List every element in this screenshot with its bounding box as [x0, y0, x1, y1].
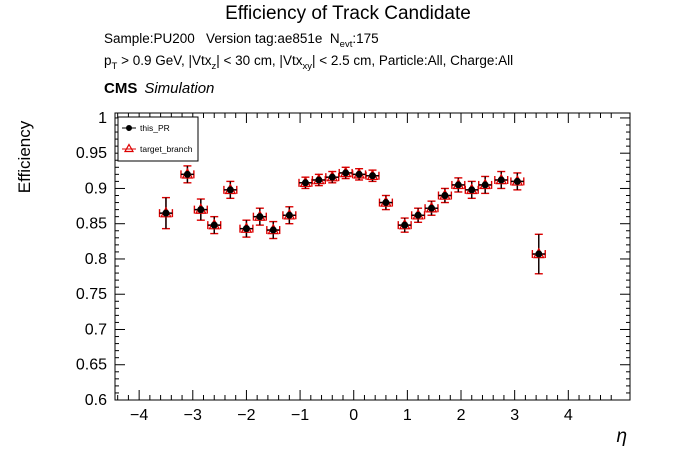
svg-text:0.6: 0.6 — [85, 392, 107, 409]
cms-simulation-label: Simulation — [144, 80, 215, 97]
svg-text:−2: −2 — [237, 407, 255, 424]
svg-text:−4: −4 — [130, 407, 148, 424]
axis-ticks — [115, 113, 630, 401]
y-axis-title: Efficiency — [15, 120, 34, 193]
svg-text:0.9: 0.9 — [85, 180, 107, 197]
svg-text:0.75: 0.75 — [76, 286, 107, 303]
cms-label-line: CMS Simulation — [104, 80, 214, 97]
svg-text:−3: −3 — [184, 407, 202, 424]
cuts-text-3: | < 2.5 cm, Particle:All, Charge:All — [311, 53, 514, 68]
pt-subscript: T — [111, 61, 118, 72]
cms-label: CMS — [104, 80, 138, 97]
svg-text:1: 1 — [403, 407, 412, 424]
axis-tick-labels: −4 −3 −2 −1 0 1 2 3 4 0.6 0.65 0.7 0.75 0.8 0.85 0.9 0.9… — [76, 110, 573, 424]
nevt-subscript: evt — [339, 39, 353, 50]
cuts-text-1: > 0.9 GeV, |Vtx — [117, 53, 212, 68]
svg-text:3: 3 — [510, 407, 519, 424]
vtxxy-subscript: xy — [302, 61, 312, 72]
svg-text:0.85: 0.85 — [76, 216, 107, 233]
legend: this_PR target_branch — [117, 116, 199, 162]
sample-info-line: Sample:PU200 Version tag:ae851e Nevt:175 — [104, 31, 379, 50]
chart-title: Efficiency of Track Candidate — [225, 3, 471, 24]
sample-text: Sample:PU200 Version tag:ae851e N — [104, 31, 340, 46]
errorbars-target_branch — [158, 165, 546, 275]
svg-text:2: 2 — [457, 407, 466, 424]
legend-label-target-branch: target_branch — [140, 144, 193, 154]
svg-text:0.7: 0.7 — [85, 321, 107, 338]
plot-frame — [114, 112, 631, 401]
legend-marker-target-branch — [123, 143, 135, 153]
svg-text:0.95: 0.95 — [76, 145, 107, 162]
cuts-text-2: | < 30 cm, |Vtx — [216, 53, 303, 68]
errorbars-this_PR — [159, 165, 546, 274]
legend-label-this-pr: this_PR — [140, 123, 170, 133]
markers-target_branch — [160, 166, 545, 259]
cuts-text-0: p — [104, 53, 112, 68]
svg-text:0.8: 0.8 — [85, 251, 107, 268]
nevt-value: :175 — [352, 31, 379, 46]
vtxz-subscript: z — [211, 61, 217, 72]
svg-text:0.65: 0.65 — [76, 357, 107, 374]
markers-this_PR — [162, 169, 543, 258]
svg-text:1: 1 — [98, 110, 107, 127]
svg-text:0: 0 — [349, 407, 358, 424]
legend-marker-this-pr — [126, 125, 132, 131]
svg-text:4: 4 — [564, 407, 573, 424]
svg-text:−1: −1 — [291, 407, 309, 424]
legend-box — [117, 116, 199, 162]
cuts-info-line: pT > 0.9 GeV, |Vtxz| < 30 cm, |Vtxxy| < … — [104, 53, 513, 72]
x-axis-title: η — [616, 426, 627, 447]
